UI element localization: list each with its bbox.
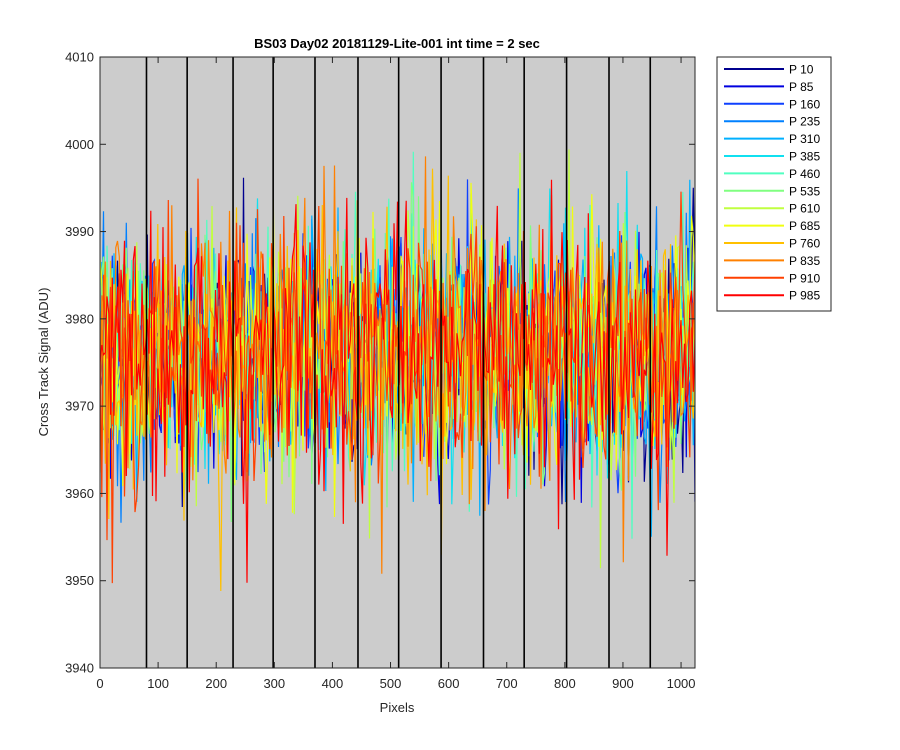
legend-entry: P 235 (724, 115, 820, 129)
series-line-p-760 (100, 168, 695, 592)
legend-label: P 85 (789, 80, 814, 94)
x-tick-label: 200 (205, 676, 227, 691)
y-tick-label: 3980 (65, 311, 94, 326)
legend-label: P 610 (789, 202, 820, 216)
legend-entry: P 610 (724, 202, 820, 216)
legend-entry: P 535 (724, 184, 820, 198)
legend-label: P 310 (789, 132, 820, 146)
legend-label: P 385 (789, 150, 820, 164)
legend-entry: P 310 (724, 132, 820, 146)
legend-label: P 685 (789, 219, 820, 233)
legend-label: P 985 (789, 289, 820, 303)
series-line-p-985 (100, 179, 695, 583)
plot-frame (99, 56, 696, 669)
legend-label: P 910 (789, 271, 820, 285)
x-tick-label: 900 (612, 676, 634, 691)
legend-label: P 760 (789, 237, 820, 251)
legend-label: P 235 (789, 115, 820, 129)
legend-entry: P 160 (724, 97, 820, 111)
chart-title: BS03 Day02 20181129-Lite-001 int time = … (254, 36, 540, 51)
legend-entry: P 385 (724, 150, 820, 164)
legend-entry: P 685 (724, 219, 820, 233)
y-tick-label: 3970 (65, 399, 94, 414)
x-axis: 0 100 200 300 400 500 600 700 800 900 1000 (96, 57, 696, 691)
y-tick-label: 4010 (65, 50, 94, 65)
y-tick-label: 3990 (65, 224, 94, 239)
legend-entry: P 85 (724, 80, 814, 94)
legend-label: P 10 (789, 63, 814, 77)
x-tick-label: 300 (263, 676, 285, 691)
vertical-lines (145, 57, 652, 668)
y-tick-label: 3950 (65, 573, 94, 588)
y-tick-label: 3940 (65, 661, 94, 676)
x-tick-label: 700 (496, 676, 518, 691)
series-line-p-610 (100, 149, 695, 569)
legend-entry: P 910 (724, 271, 820, 285)
legend-box (716, 56, 832, 312)
x-tick-label: 600 (438, 676, 460, 691)
legend-entry: P 10 (724, 63, 814, 77)
y-axis-label: Cross Track Signal (ADU) (36, 288, 51, 437)
x-axis-label: Pixels (380, 700, 415, 715)
legend-entry: P 460 (724, 167, 820, 181)
legend-label: P 160 (789, 97, 820, 111)
x-tick-label: 1000 (667, 676, 696, 691)
x-tick-label: 500 (380, 676, 402, 691)
legend: P 10 P 85 P 160 P 235 P 310 P 385 P 460 P 535 P … (716, 56, 832, 312)
y-tick-label: 3960 (65, 486, 94, 501)
legend-entry: P 760 (724, 237, 820, 251)
x-tick-label: 0 (96, 676, 103, 691)
legend-label: P 835 (789, 254, 820, 268)
legend-entry: P 835 (724, 254, 820, 268)
legend-entry: P 985 (724, 289, 820, 303)
x-tick-label: 100 (147, 676, 169, 691)
series-layer (100, 149, 695, 592)
x-tick-label: 400 (322, 676, 344, 691)
legend-label: P 535 (789, 184, 820, 198)
series-line-p-685 (100, 176, 695, 518)
y-tick-label: 4000 (65, 137, 94, 152)
legend-label: P 460 (789, 167, 820, 181)
y-axis: 3940 3950 3960 3970 3980 3990 4000 4010 (65, 50, 695, 676)
x-tick-label: 800 (554, 676, 576, 691)
